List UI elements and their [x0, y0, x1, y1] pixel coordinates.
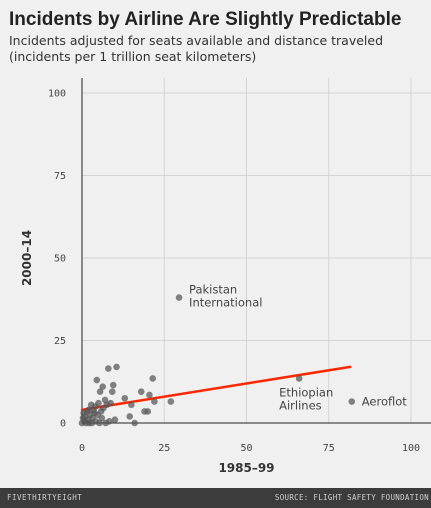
data-point — [106, 418, 113, 425]
x-tick-label: 100 — [402, 443, 420, 454]
x-tick-label: 0 — [79, 443, 85, 454]
footer-source: SOURCE: FLIGHT SAFETY FOUNDATION — [274, 493, 429, 502]
annotation-label: Aeroflot — [362, 395, 408, 409]
y-tick-label: 100 — [48, 89, 66, 100]
data-point — [111, 416, 119, 424]
annotation-label: International — [189, 296, 262, 310]
data-point — [108, 388, 116, 395]
data-point — [109, 381, 117, 389]
data-point — [96, 388, 104, 395]
data-point — [348, 398, 356, 405]
footer-brand: FIVETHIRTYEIGHT — [7, 493, 83, 502]
data-point — [146, 391, 153, 399]
data-point — [149, 375, 157, 382]
data-point — [121, 394, 129, 402]
y-axis-title: 2000–14 — [20, 230, 34, 286]
chart-subtitle-line-1: Incidents adjusted for seats available a… — [9, 33, 384, 48]
trend-line — [80, 365, 352, 412]
data-point — [144, 408, 152, 415]
data-point — [175, 294, 183, 301]
data-point — [98, 414, 106, 422]
data-point — [137, 388, 145, 395]
x-tick-label: 50 — [240, 443, 252, 454]
annotation-label: Airlines — [279, 398, 322, 412]
data-point — [113, 363, 120, 371]
x-tick-label: 25 — [158, 443, 170, 454]
data-point — [85, 406, 92, 414]
data-point — [151, 398, 158, 405]
data-point — [295, 375, 303, 382]
data-point — [167, 398, 175, 405]
axes: 0 25 50 75 100 0 25 50 75 100 1985–99 2000–14 — [20, 78, 431, 475]
annotation-label: Pakistan — [189, 283, 237, 297]
y-tick-label: 75 — [54, 171, 66, 182]
trend-line-group — [80, 365, 352, 412]
data-point — [107, 399, 114, 407]
scatter-plot: 0 25 50 75 100 0 25 50 75 100 1985–99 2000–14 Pakis… — [20, 78, 431, 475]
data-point — [93, 376, 101, 384]
data-point — [95, 399, 102, 407]
x-tick-label: 75 — [323, 443, 335, 454]
annotation-label: Ethiopian — [279, 385, 333, 399]
data-point — [131, 419, 138, 427]
x-axis-title: 1985–99 — [218, 461, 274, 475]
y-tick-label: 0 — [60, 419, 66, 430]
data-point — [105, 365, 112, 372]
data-point — [96, 419, 103, 427]
chart-title: Incidents by Airline Are Slightly Predic… — [9, 9, 402, 30]
data-points — [78, 294, 356, 427]
data-point — [101, 396, 109, 404]
chart-subtitle-line-2: (incidents per 1 trillion seat kilometer… — [9, 49, 257, 64]
data-point — [126, 413, 134, 420]
data-point — [99, 383, 107, 391]
y-tick-label: 25 — [54, 336, 66, 347]
y-tick-label: 50 — [54, 254, 66, 265]
data-point — [128, 401, 135, 409]
grid — [82, 78, 431, 423]
footer-bar: FIVETHIRTYEIGHT SOURCE: FLIGHT SAFETY FO… — [0, 488, 431, 508]
